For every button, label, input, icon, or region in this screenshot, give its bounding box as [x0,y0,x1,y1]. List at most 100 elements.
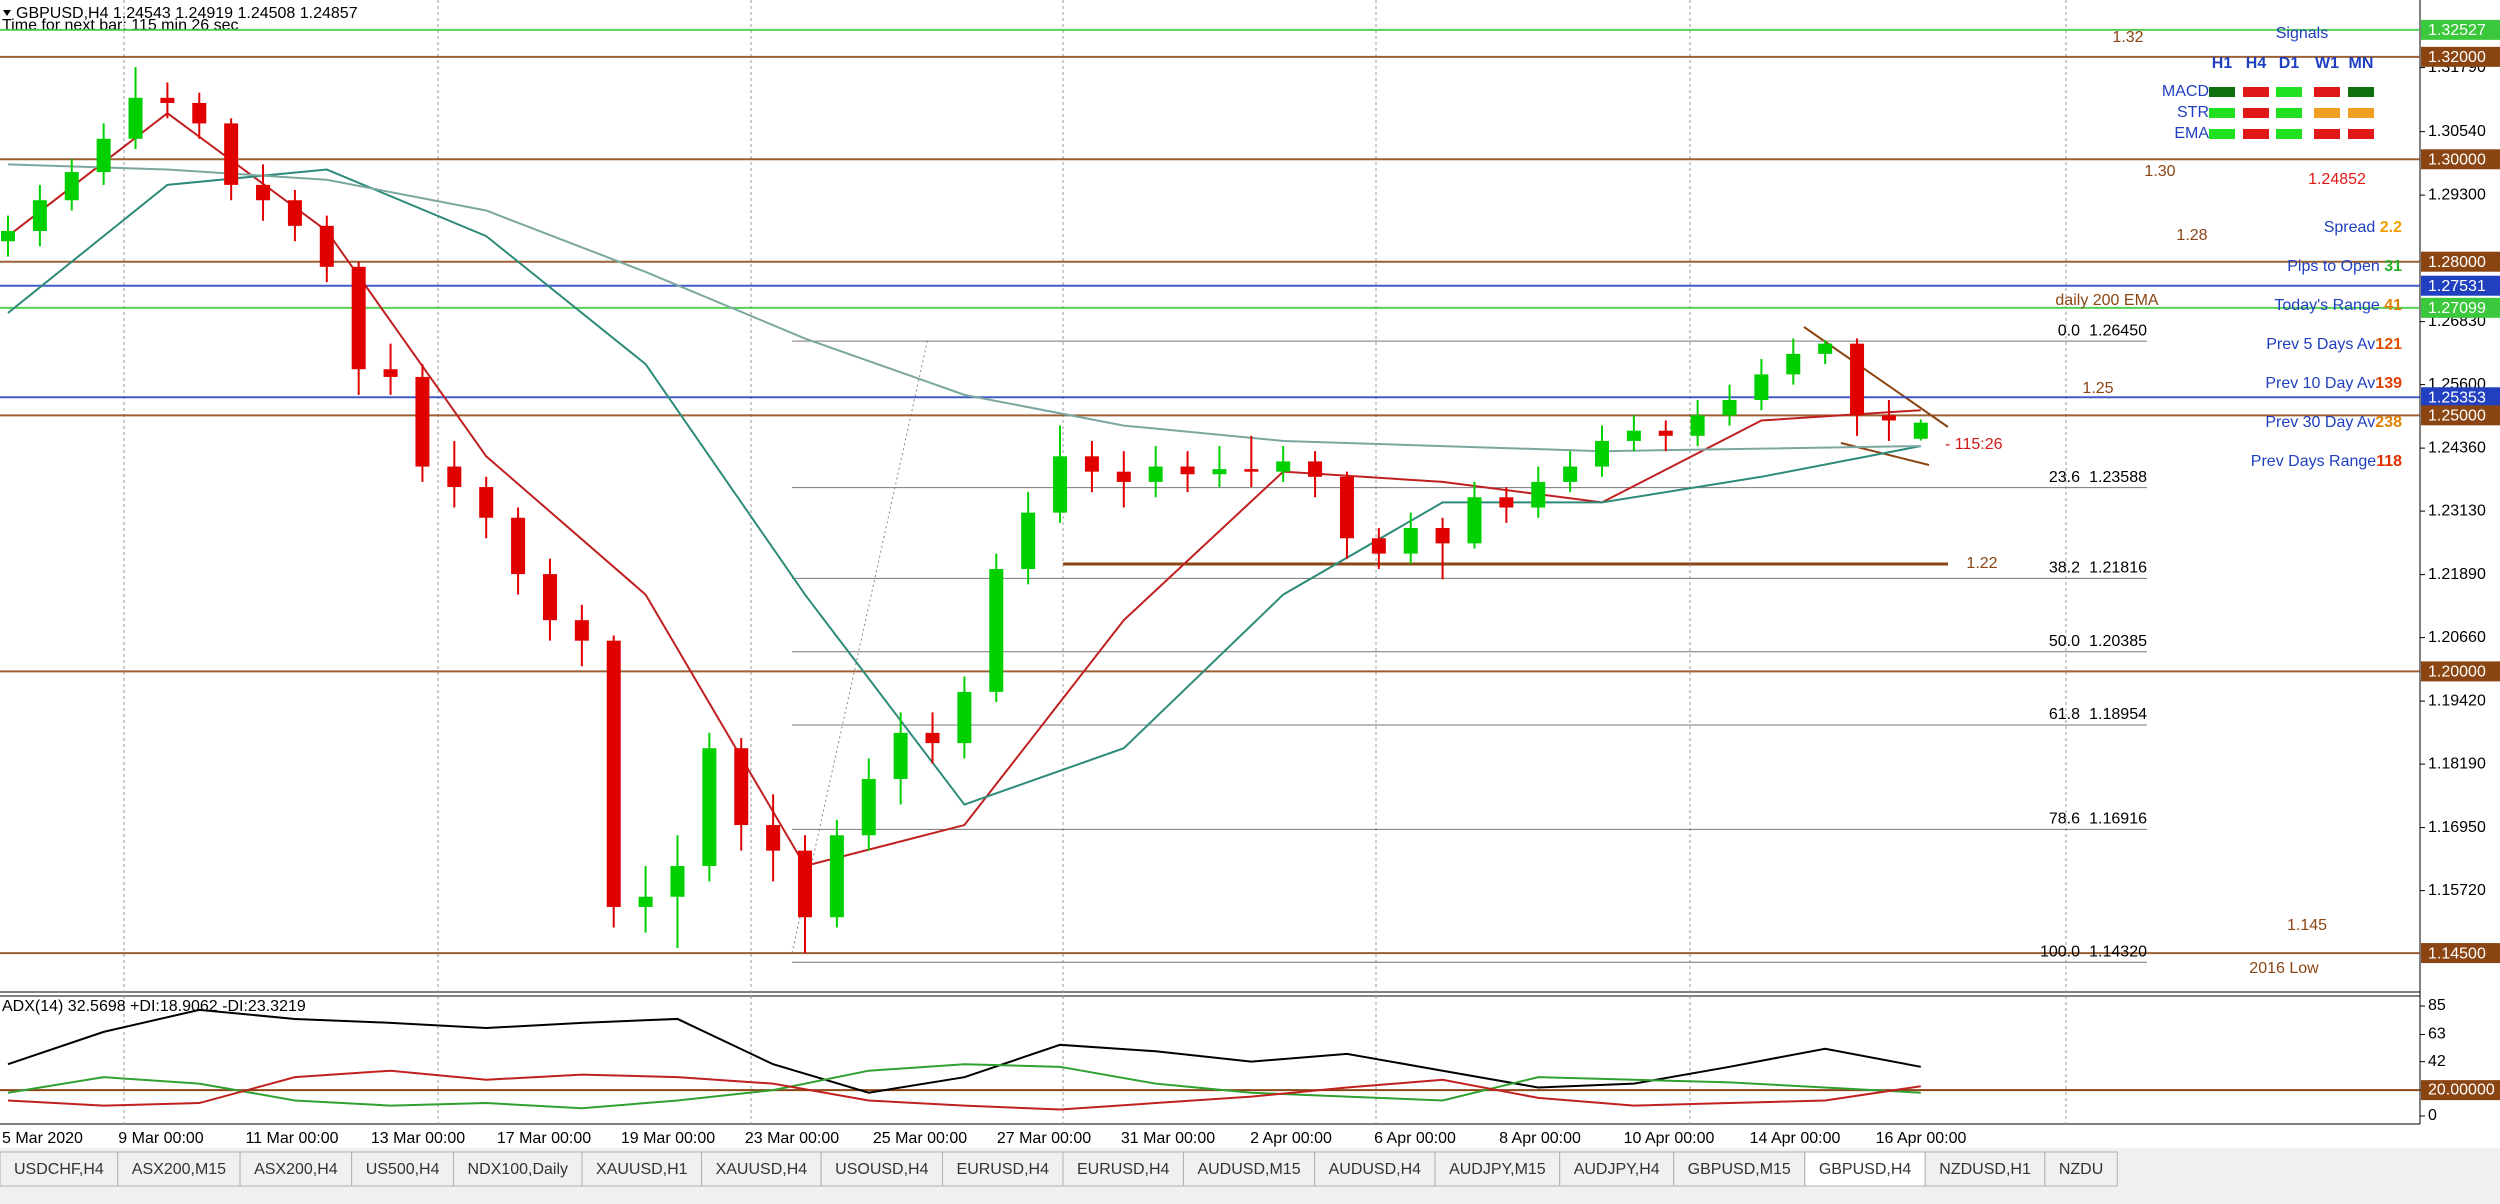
signal-box [2348,87,2374,97]
candle-body [1531,481,1546,508]
tab-label: XAUUSD,H4 [716,1161,808,1178]
adx-tick-label: 20.00000 [2428,1081,2495,1098]
candle-body [1339,476,1354,539]
tab-label: EURUSD,H4 [1077,1161,1170,1178]
price-level-box [2421,405,2500,426]
tab-label: NZDUSD,H1 [1939,1161,2031,1178]
candle-body [1021,512,1036,569]
signal-box [2209,108,2235,118]
tab[interactable] [701,1151,822,1187]
tab[interactable] [1434,1151,1561,1187]
tab[interactable] [0,1151,119,1187]
price-level-box [2421,387,2500,408]
candle-body [542,574,557,621]
candle-body [1116,471,1131,482]
tab[interactable] [581,1151,703,1187]
candle-body [1690,415,1705,436]
adx-line [7,1008,1921,1094]
candle-body [829,835,844,918]
tab[interactable] [1673,1151,1806,1187]
adx-line [7,1069,1921,1111]
tab[interactable] [453,1151,583,1187]
signal-box [2314,129,2340,139]
fib-ratio: 38.2 [2049,560,2080,577]
tab[interactable] [1924,1151,2046,1187]
candle-body [32,200,47,231]
signals-row-label: MACD [2162,83,2209,100]
candle-body [1818,343,1833,354]
info-row: Prev Days Range118 [2251,453,2402,470]
y-tick-label: 1.19420 [2428,692,2486,709]
tab-label: USOUSD,H4 [835,1161,928,1178]
signal-box [2348,108,2374,118]
candle-body [1212,469,1227,475]
tab[interactable] [942,1151,1064,1187]
tab-label: ASX200,H4 [254,1161,338,1178]
y-tick-label: 1.18190 [2428,755,2486,772]
candle-body [638,896,653,907]
bar-timer-text: Time for next bar: 115 min 26 sec [2,17,239,34]
price-level-label: 1.32527 [2428,22,2486,39]
price-level-label: 1.14500 [2428,945,2486,962]
signals-title: Signals [2276,25,2328,42]
adx-line [7,1063,1921,1110]
candle-body [1658,430,1673,436]
adx-tick-label: 0 [2428,1107,2437,1124]
tab[interactable] [1182,1151,1316,1187]
info-label: Spread [2324,219,2380,236]
candle-body [160,97,175,103]
tab-label: AUDUSD,M15 [1197,1161,1300,1178]
tab[interactable] [2044,1151,2118,1187]
candle-body [1,230,15,242]
info-row: Pips to Open 31 [2287,258,2402,275]
tab[interactable] [820,1151,944,1187]
chart-annotation: 1.30 [2144,163,2175,180]
candle-body [1467,497,1482,544]
tab-label: USDCHF,H4 [14,1161,104,1178]
signal-box [2209,87,2235,97]
signal-box [2243,129,2269,139]
chart-annotation: 1.28 [2176,227,2207,244]
candle-body [351,266,366,370]
time-label: 10 Apr 00:00 [1624,1130,1715,1147]
tab[interactable] [1559,1151,1675,1187]
signals-column: H4 [2246,55,2267,72]
symbol-line: GBPUSD,H4 1.24543 1.24919 1.24508 1.2485… [16,5,358,22]
chart-annotation: 2016 Low [2249,960,2319,977]
collapse-arrow[interactable] [3,10,11,16]
candle-body [893,732,908,779]
candle-body [574,620,589,641]
tab[interactable] [239,1151,353,1187]
fib-ratio: 23.6 [2049,469,2080,486]
tab-label: GBPUSD,M15 [1688,1161,1791,1178]
fib-price: 1.23588 [2089,469,2147,486]
info-row: Prev 10 Day Av139 [2265,375,2402,392]
info-value: 118 [2376,453,2402,470]
tab-label: AUDUSD,H4 [1329,1161,1422,1178]
info-label: Prev 10 Day Av [2265,375,2375,392]
signal-box [2243,87,2269,97]
time-label: 17 Mar 00:00 [497,1130,591,1147]
price-level-box [2421,149,2500,170]
signal-box [2314,87,2340,97]
signal-box [2276,87,2302,97]
adx-label: ADX(14) 32.5698 +DI:18.9062 -DI:23.3219 [2,998,306,1015]
signals-row-label: STR [2177,104,2209,121]
price-level-label: 1.27531 [2428,278,2486,295]
candle-body [734,748,749,826]
tab-label: XAUUSD,H1 [596,1161,688,1178]
candle-body [511,517,526,575]
moving-average [7,168,1921,806]
fib-price: 1.14320 [2089,944,2147,961]
candle-body [1563,466,1578,482]
tab[interactable] [117,1151,241,1187]
info-label: Today's Range [2274,297,2384,314]
chart-annotation: 1.145 [2287,917,2327,934]
candle-body [128,97,143,139]
tab[interactable] [1804,1151,1926,1187]
time-label: 31 Mar 00:00 [1121,1130,1215,1147]
info-label: Prev Days Range [2251,453,2376,470]
tab[interactable] [1314,1151,1436,1187]
price-level-box [2421,297,2500,318]
